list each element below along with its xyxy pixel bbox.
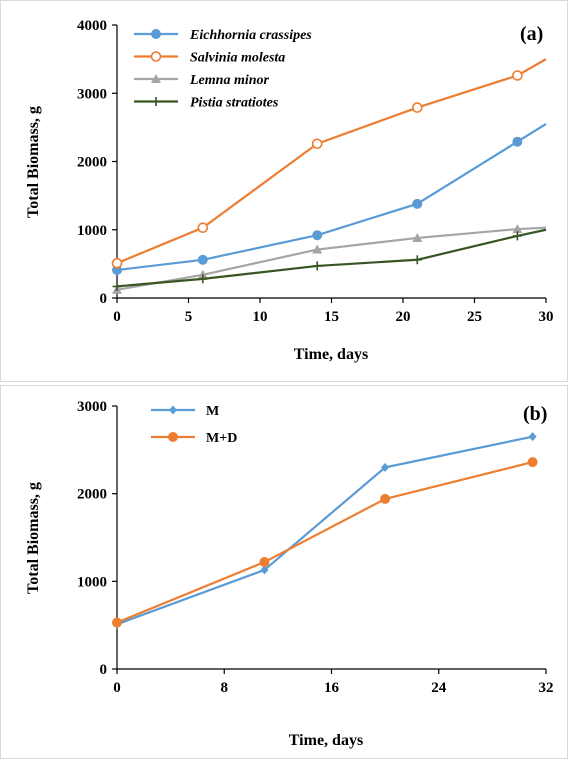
- panel-a-data-point: [197, 269, 208, 279]
- panel-b-x-tick-label: 8: [221, 680, 229, 696]
- panel-a-y-tick-label: 2000: [77, 155, 107, 171]
- panel-a-data-point: [312, 261, 322, 271]
- panel-a-legend-label: Pistia stratiotes: [190, 96, 279, 111]
- panel-a-legend-label: Lemna minor: [189, 73, 270, 88]
- panel-b-x-tick-label: 24: [431, 680, 447, 696]
- panel-a-legend-label: Salvinia molesta: [190, 51, 285, 66]
- panel-b-data-point: [259, 557, 270, 568]
- panel-b-data-point: [112, 617, 122, 628]
- panel-a-series-3: [112, 228, 547, 291]
- panel-a-border: [0, 0, 568, 382]
- panel-a-data-point: [411, 102, 423, 113]
- panel-b-y-tick-label: 3000: [77, 399, 107, 415]
- panel-b-y-axis-title: Total Biomass, g: [25, 482, 42, 594]
- panel-a-series-line: [116, 228, 547, 288]
- panel-a-data-point: [112, 281, 122, 291]
- panel-a-x-tick-label: 0: [113, 309, 121, 325]
- panel-b-data-point: [528, 432, 537, 442]
- panel-b-y-tick-label: 2000: [77, 487, 107, 503]
- panel-b-border: [0, 385, 568, 759]
- panel-a-legend-entry: Salvinia molesta: [134, 51, 285, 66]
- panel-a-y-tick-label: 3000: [77, 86, 107, 102]
- panel-b-legend-entry: M+D: [151, 431, 237, 446]
- panel-a-data-point: [412, 198, 423, 209]
- panel-a-legend-entry: Pistia stratiotes: [134, 96, 279, 111]
- panel-a-legend-entry: Eichhornia crassipes: [134, 28, 312, 43]
- panel-a-x-tick-label: 30: [539, 309, 554, 325]
- panel-a-x-tick-label: 5: [185, 309, 193, 325]
- panel-a-series-line: [116, 226, 547, 291]
- panel-b-x-tick-label: 32: [539, 680, 554, 696]
- panel-b: (b) Time, days Total Biomass, g 0 8 16 24 32…: [0, 385, 568, 759]
- panel-a-series-0: [112, 123, 547, 276]
- panel-b-y-tick-label: 0: [100, 662, 108, 678]
- panel-a-legend-marker: [150, 51, 162, 62]
- panel-a-data-point: [512, 224, 523, 234]
- panel-b-data-point: [527, 457, 538, 468]
- panel-a-data-point: [512, 231, 522, 241]
- panel-a-data-point: [312, 230, 323, 241]
- panel-a-y-axis-title: Total Biomass, g: [25, 106, 42, 218]
- panel-a-data-point: [311, 138, 323, 150]
- panel-a-x-tick-label: 10: [253, 309, 268, 325]
- panel-b-data-point: [381, 462, 390, 472]
- panel-a-y-tick-label: 4000: [77, 18, 107, 34]
- panel-a-y-tick-label: 1000: [77, 223, 107, 239]
- panel-a-data-point: [198, 274, 208, 284]
- panel-a-legend-entry: Lemna minor: [134, 73, 270, 88]
- panel-a-tag: (a): [520, 23, 543, 45]
- panel-b-x-axis-title: Time, days: [289, 732, 363, 749]
- panel-a-data-point: [512, 70, 523, 81]
- panel-b-series-line: [116, 435, 533, 626]
- panel-b-legend-marker: [168, 432, 178, 442]
- panel-a-x-tick-label: 25: [467, 309, 482, 325]
- panel-a-legend-marker: [151, 97, 161, 106]
- panel-b-series-line: [116, 461, 533, 624]
- panel-a-series-2: [112, 224, 547, 294]
- panel-a-data-point: [111, 257, 123, 269]
- panel-a-series-line: [116, 58, 547, 265]
- panel-b-legend-label: M+D: [206, 431, 237, 446]
- panel-b-legend-marker: [169, 405, 177, 415]
- panel-a-legend-marker: [151, 29, 161, 39]
- panel-a-data-point: [412, 255, 422, 265]
- panel-a-legend-marker: [151, 74, 161, 83]
- panel-b-x-tick-label: 0: [113, 680, 121, 696]
- panel-b-series-1: [112, 457, 538, 628]
- panel-a-series-1: [111, 58, 547, 269]
- panel-a: (a) Time, days Total Biomass, g 0 5 10 15 20…: [0, 0, 568, 382]
- panel-b-data-point: [380, 493, 391, 504]
- panel-a-data-point: [197, 254, 208, 265]
- panel-a-x-tick-label: 15: [324, 309, 339, 325]
- panel-a-data-point: [197, 222, 209, 234]
- panel-a-legend-label: Eichhornia crassipes: [189, 28, 312, 43]
- panel-a-series-line: [116, 123, 547, 272]
- panel-b-x-tick-label: 16: [324, 680, 340, 696]
- panel-b-tag: (b): [523, 403, 547, 425]
- panel-b-y-tick-label: 1000: [77, 574, 107, 590]
- panel-b-data-point: [260, 565, 269, 575]
- panel-b-legend-label: M: [206, 404, 219, 419]
- panel-b-legend-entry: M: [151, 404, 219, 419]
- panel-a-data-point: [312, 244, 323, 254]
- panel-a-y-tick-label: 0: [100, 291, 108, 307]
- panel-a-data-point: [412, 232, 423, 242]
- panel-a-x-tick-label: 20: [396, 309, 411, 325]
- panel-a-x-axis-title: Time, days: [294, 346, 368, 363]
- panel-a-data-point: [512, 136, 523, 147]
